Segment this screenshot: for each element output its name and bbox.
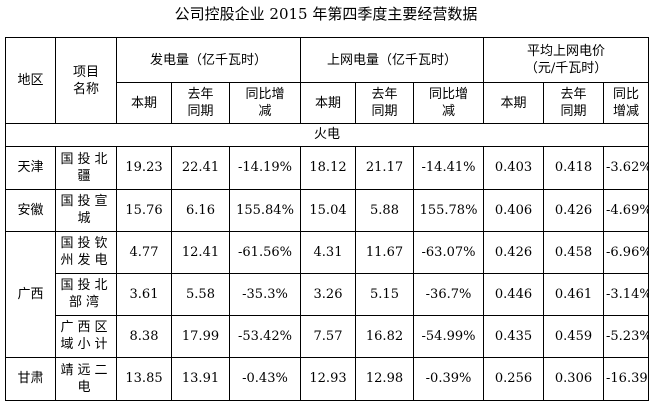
price-current-cell: 0.435 xyxy=(483,314,545,358)
table-row: 广西 国投钦州发电 4.77 12.41 -61.56% 4.31 11.67 … xyxy=(5,230,650,358)
gen-current-cell: 19.23 xyxy=(116,145,172,190)
page-title: 公司控股企业 2015 年第四季度主要经营数据 xyxy=(174,5,478,23)
gen-last-year-cell: 17.99 xyxy=(171,314,230,358)
gen-current-cell: 3.61 xyxy=(116,272,172,316)
gen-yoy-cell: -14.19% xyxy=(229,145,301,190)
section-label: 火电 xyxy=(4,123,650,147)
header-grid-current: 本期 xyxy=(300,82,356,125)
price-current-cell: 0.426 xyxy=(483,230,545,274)
gen-current-cell: 13.85 xyxy=(116,356,172,402)
price-yoy-cell: -3.14% xyxy=(603,272,650,316)
header-price-line1: 平均上网电价 xyxy=(527,44,606,60)
table-row: 国投北部湾 3.61 5.58 -35.3% 3.26 5.15 -36.7% … xyxy=(6,272,650,316)
header-price-last-year: 去年同期 xyxy=(543,82,605,125)
grid-current-cell: 4.31 xyxy=(300,230,356,274)
gen-yoy-cell: -0.43% xyxy=(229,356,301,402)
gen-current-cell: 8.38 xyxy=(116,314,172,358)
header-gen-current: 本期 xyxy=(116,82,172,125)
header-grid: 上网电量（亿千瓦时） xyxy=(299,36,485,84)
section-row: 火电 xyxy=(4,123,650,147)
price-yoy-cell: -6.96% xyxy=(603,230,650,274)
gen-last-year-cell: 5.58 xyxy=(171,272,230,316)
header-grid-yoy: 同比增减 xyxy=(412,82,485,125)
gen-current-cell: 4.77 xyxy=(116,230,172,274)
region-cell: 广西 xyxy=(5,230,56,358)
gen-last-year-cell: 12.41 xyxy=(171,230,230,274)
item-cell: 国投宣城 xyxy=(55,188,117,232)
grid-yoy-cell: -14.41% xyxy=(412,145,485,190)
grid-current-cell: 7.57 xyxy=(300,314,356,358)
header-row-1: 地区 项目名称 发电量（亿千瓦时） 上网电量（亿千瓦时） 平均上网电价 （元/千… xyxy=(5,36,650,125)
header-price: 平均上网电价 （元/千瓦时） xyxy=(483,36,650,84)
header-grid-last-year: 去年同期 xyxy=(355,82,414,125)
price-last-year-cell: 0.461 xyxy=(543,272,605,316)
grid-last-year-cell: 5.15 xyxy=(355,272,414,316)
region-cell: 甘肃 xyxy=(5,356,56,402)
header-price-current: 本期 xyxy=(483,82,545,125)
item-cell: 国投北部湾 xyxy=(55,272,117,316)
price-yoy-cell: -3.62% xyxy=(603,145,650,190)
table-row: 安徽 国投宣城 15.76 6.16 155.84% 15.04 5.88 15… xyxy=(5,188,650,232)
header-gen-yoy: 同比增减 xyxy=(229,82,301,125)
grid-current-cell: 18.12 xyxy=(300,145,356,190)
header-gen-last-year: 去年同期 xyxy=(171,82,230,125)
grid-current-cell: 15.04 xyxy=(300,188,356,232)
price-current-cell: 0.406 xyxy=(483,188,545,232)
header-price-yoy: 同比增减 xyxy=(603,82,650,125)
grid-current-cell: 3.26 xyxy=(300,272,356,316)
operating-data-table: 地区 项目名称 发电量（亿千瓦时） 上网电量（亿千瓦时） 平均上网电价 （元/千… xyxy=(4,36,650,402)
gen-yoy-cell: -35.3% xyxy=(229,272,301,316)
table-row: 甘肃 靖远二电 13.85 13.91 -0.43% 12.93 12.98 -… xyxy=(5,356,650,402)
price-last-year-cell: 0.426 xyxy=(543,188,605,232)
grid-yoy-cell: -36.7% xyxy=(412,272,485,316)
grid-yoy-cell: -63.07% xyxy=(412,230,485,274)
grid-yoy-cell: -54.99% xyxy=(412,314,485,358)
gen-yoy-cell: -61.56% xyxy=(229,230,301,274)
price-current-cell: 0.256 xyxy=(483,356,545,402)
item-cell: 国投北疆 xyxy=(55,145,117,190)
region-cell: 安徽 xyxy=(5,188,56,232)
header-item: 项目名称 xyxy=(55,36,117,125)
grid-last-year-cell: 5.88 xyxy=(355,188,414,232)
grid-last-year-cell: 21.17 xyxy=(355,145,414,190)
price-yoy-cell: -16.39% xyxy=(603,356,650,402)
gen-yoy-cell: 155.84% xyxy=(229,188,301,232)
grid-yoy-cell: 155.78% xyxy=(412,188,485,232)
price-current-cell: 0.446 xyxy=(483,272,545,316)
header-row-2: 本期 去年同期 同比增减 本期 去年同期 同比增减 本期 去年同期 同比增减 xyxy=(6,82,650,125)
grid-last-year-cell: 16.82 xyxy=(355,314,414,358)
gen-last-year-cell: 22.41 xyxy=(171,145,230,190)
item-cell: 国投钦州发电 xyxy=(55,230,117,274)
header-generation: 发电量（亿千瓦时） xyxy=(116,36,301,84)
grid-current-cell: 12.93 xyxy=(300,356,356,402)
gen-last-year-cell: 6.16 xyxy=(171,188,230,232)
price-last-year-cell: 0.459 xyxy=(543,314,605,358)
gen-last-year-cell: 13.91 xyxy=(171,356,230,402)
header-price-line2: （元/千瓦时） xyxy=(524,61,608,77)
price-current-cell: 0.403 xyxy=(483,145,545,190)
gen-current-cell: 15.76 xyxy=(116,188,172,232)
grid-yoy-cell: -0.39% xyxy=(412,356,485,402)
grid-last-year-cell: 12.98 xyxy=(355,356,414,402)
grid-last-year-cell: 11.67 xyxy=(355,230,414,274)
header-region: 地区 xyxy=(5,36,56,125)
price-yoy-cell: -4.69% xyxy=(603,188,650,232)
region-cell: 天津 xyxy=(5,145,56,190)
price-yoy-cell: -5.23% xyxy=(603,314,650,358)
price-last-year-cell: 0.306 xyxy=(543,356,605,402)
price-last-year-cell: 0.418 xyxy=(543,145,605,190)
table-row: 广西区域小计 8.38 17.99 -53.42% 7.57 16.82 -54… xyxy=(6,314,650,358)
table-row: 天津 国投北疆 19.23 22.41 -14.19% 18.12 21.17 … xyxy=(5,145,650,190)
item-cell: 靖远二电 xyxy=(55,356,117,402)
gen-yoy-cell: -53.42% xyxy=(229,314,301,358)
item-cell: 广西区域小计 xyxy=(55,314,117,358)
price-last-year-cell: 0.458 xyxy=(543,230,605,274)
